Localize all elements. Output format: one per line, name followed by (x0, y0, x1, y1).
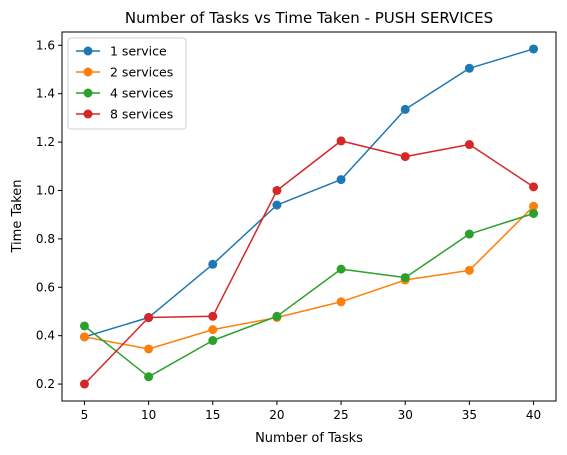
data-point (208, 311, 218, 321)
data-point (336, 264, 346, 274)
data-point (400, 273, 410, 283)
data-point (79, 379, 89, 389)
legend-label: 1 service (110, 44, 167, 59)
x-tick-label: 15 (205, 408, 220, 422)
x-tick-label: 5 (81, 408, 89, 422)
legend-label: 4 services (110, 86, 173, 101)
legend-label: 2 services (110, 65, 173, 80)
y-tick-label: 0.8 (36, 232, 55, 246)
series-line-2-services (84, 205, 535, 350)
x-tick-label: 10 (141, 408, 156, 422)
data-point (272, 200, 282, 210)
legend-item: 1 service (76, 44, 167, 59)
data-point (144, 313, 154, 323)
y-axis-label: Time Taken (10, 179, 25, 253)
series-line-4-services (83, 212, 534, 378)
y-tick-label: 0.6 (36, 280, 55, 294)
data-point (79, 321, 89, 331)
data-point (272, 185, 282, 195)
legend-marker (83, 109, 93, 119)
legend-box (67, 37, 187, 130)
legend-item: 4 services (76, 86, 173, 101)
data-point (336, 175, 346, 185)
data-point (529, 208, 539, 218)
y-tick-label: 1.0 (36, 183, 55, 197)
data-point (400, 104, 410, 114)
data-point (79, 332, 89, 342)
data-point (208, 336, 218, 346)
chart-title: Number of Tasks vs Time Taken - PUSH SER… (125, 9, 493, 27)
legend-marker (83, 67, 93, 77)
legend-item: 8 services (76, 107, 173, 122)
data-point (464, 140, 474, 150)
data-point (336, 136, 346, 146)
legend-marker (83, 88, 93, 98)
legend-marker (83, 46, 93, 56)
axis-ticks: 5 10 15 20 25 30 35 40 0.2 0.4 0.6 0.8 1.0 1.2 1.4 1.6 (36, 38, 541, 422)
data-point (529, 182, 539, 192)
series-line-1-service (84, 48, 534, 338)
y-tick-label: 1.2 (36, 135, 55, 149)
y-tick-label: 1.6 (36, 38, 55, 52)
x-tick-label: 20 (269, 408, 284, 422)
data-point (400, 152, 410, 162)
x-tick-label: 25 (333, 408, 348, 422)
series-line-8-services (83, 140, 534, 385)
data-point (144, 372, 154, 382)
data-point (144, 344, 154, 354)
legend: 1 service 2 services 4 services 8 services (67, 37, 187, 130)
plot-area (79, 44, 539, 389)
data-point (529, 201, 539, 211)
data-point (272, 311, 282, 321)
data-point (464, 265, 474, 275)
x-tick-label: 35 (462, 408, 477, 422)
y-tick-label: 0.4 (36, 329, 55, 343)
data-point (464, 63, 474, 73)
legend-label: 8 services (110, 107, 173, 122)
data-point (208, 259, 218, 269)
y-tick-label: 1.4 (36, 87, 55, 101)
series-8-services (79, 136, 539, 389)
x-tick-label: 30 (398, 408, 413, 422)
plot-frame (61, 31, 557, 402)
data-point (208, 325, 218, 335)
x-axis-label: Number of Tasks (255, 431, 363, 446)
series-4-services (79, 208, 539, 382)
data-point (529, 44, 539, 54)
legend-item: 2 services (76, 65, 173, 80)
x-tick-label: 40 (526, 408, 541, 422)
data-point (336, 297, 346, 307)
data-point (464, 229, 474, 239)
y-tick-label: 0.2 (36, 377, 55, 391)
